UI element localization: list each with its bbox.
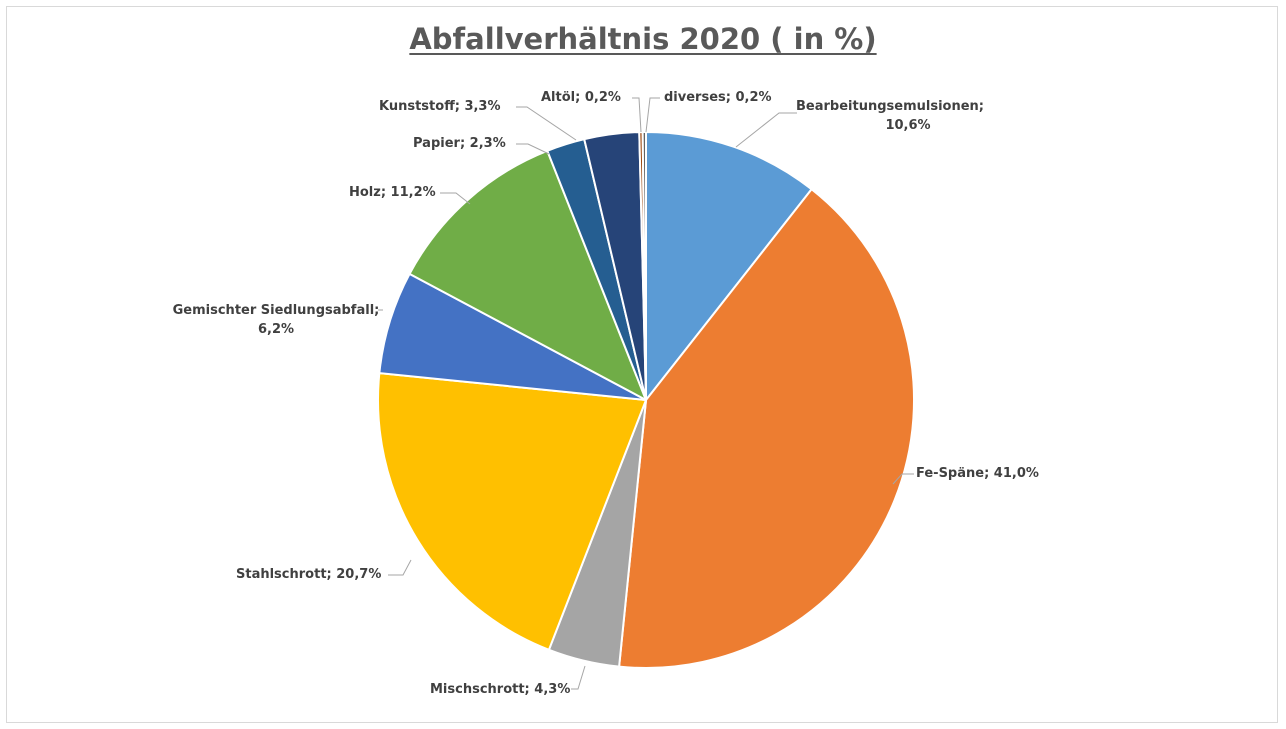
- labels-layer: Bearbeitungsemulsionen; 10,6% Fe-Späne; 41…: [173, 90, 1039, 697]
- leader-line: [516, 143, 550, 155]
- leaders-layer: [378, 97, 914, 690]
- leader-line: [571, 665, 586, 690]
- leader-line: [440, 192, 471, 205]
- leader-line: [632, 97, 642, 133]
- data-label: Holz; 11,2%: [349, 185, 436, 200]
- data-label: Altöl; 0,2%: [541, 90, 621, 105]
- pie-slice-holz: [408, 149, 647, 401]
- leader-line: [892, 473, 914, 485]
- data-label: Bearbeitungsemulsionen;: [796, 99, 984, 114]
- data-label: Papier; 2,3%: [413, 136, 506, 151]
- pie-slice-fe-späne: [618, 188, 916, 670]
- leader-line: [516, 106, 577, 141]
- slices-layer: [376, 130, 916, 670]
- leader-line: [735, 112, 797, 148]
- pie-slice-stahlschrott: [376, 372, 647, 651]
- data-label: 10,6%: [885, 118, 930, 133]
- pie-slice-bearbeitungsemulsionen: [645, 131, 813, 401]
- data-label: Mischschrott; 4,3%: [430, 682, 570, 697]
- chart-title: Abfallverhältnis 2020 ( in %): [409, 22, 877, 56]
- data-label: Kunststoff; 3,3%: [379, 99, 501, 114]
- data-label: diverses; 0,2%: [664, 90, 772, 105]
- leader-line: [388, 559, 412, 576]
- data-label: 6,2%: [258, 322, 294, 337]
- data-label: Gemischter Siedlungsabfall;: [173, 303, 380, 318]
- pie-slice-diverses: [641, 130, 647, 401]
- data-label: Stahlschrott; 20,7%: [236, 567, 381, 582]
- leader-line: [645, 97, 660, 133]
- data-label: Fe-Späne; 41,0%: [916, 466, 1039, 481]
